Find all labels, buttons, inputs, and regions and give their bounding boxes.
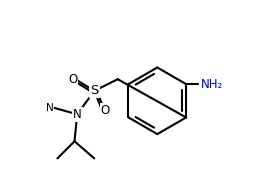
- Text: O: O: [101, 104, 110, 117]
- Text: N: N: [73, 108, 82, 121]
- Text: N: N: [45, 103, 53, 113]
- Text: S: S: [90, 84, 98, 97]
- Text: NH₂: NH₂: [201, 78, 223, 91]
- Text: O: O: [68, 73, 77, 86]
